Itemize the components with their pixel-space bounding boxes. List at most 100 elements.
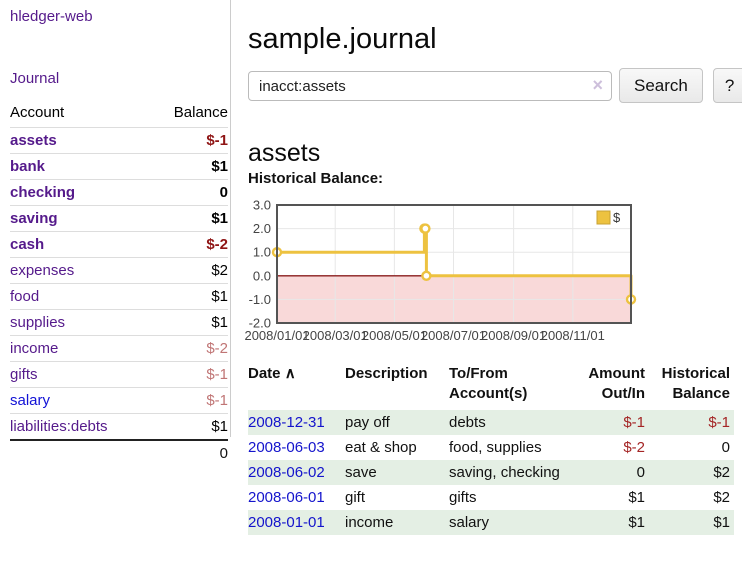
y-tick-label: -2.0 [249, 316, 271, 331]
account-link-assets[interactable]: assets [10, 132, 57, 149]
account-balance: $1 [211, 158, 228, 175]
sidebar-item-journal[interactable]: Journal [10, 70, 60, 87]
account-balance: 0 [219, 184, 228, 201]
account-row: salary $-1 [10, 387, 228, 414]
transaction-date-link[interactable]: 2008-06-03 [248, 439, 325, 456]
y-tick-label: 1.0 [253, 245, 271, 260]
search-input-wrapper: × [248, 71, 612, 101]
account-row: income $-2 [10, 335, 228, 362]
amount-column-header: Amount Out/In [588, 365, 645, 402]
account-link-income[interactable]: income [10, 340, 59, 357]
app-title-link[interactable]: hledger-web [10, 8, 93, 25]
balance-chart: $3.0 2.0 1.0 0.0 -1.0 -2.02008/01/012008/03/0… [244, 198, 637, 343]
transaction-accounts: gifts [449, 489, 477, 506]
account-row: saving $1 [10, 205, 228, 232]
account-balance: $-1 [206, 132, 228, 149]
transaction-row: 2008-12-31 pay off debts $-1 $-1 [248, 410, 734, 435]
transaction-date-link[interactable]: 2008-06-01 [248, 489, 325, 506]
account-balance: $1 [211, 314, 228, 331]
account-link-gifts[interactable]: gifts [10, 366, 38, 383]
transaction-balance: $2 [713, 489, 730, 506]
register-header-row: Date ∧ Description To/From Account(s) Am… [248, 362, 734, 410]
plot-border [276, 204, 632, 324]
transaction-accounts: debts [449, 414, 486, 431]
account-balance: $2 [211, 262, 228, 279]
search-button[interactable]: Search [619, 68, 703, 103]
transaction-balance: $1 [713, 514, 730, 531]
transaction-description: save [345, 464, 377, 481]
transaction-balance: $-1 [708, 414, 730, 431]
legend-label: $ [613, 210, 621, 225]
accounts-total-value: 0 [150, 439, 228, 466]
account-row: bank $1 [10, 153, 228, 180]
help-button[interactable]: ? [712, 68, 742, 103]
account-balance: $-2 [206, 236, 228, 253]
transaction-description: income [345, 514, 394, 531]
search-form: × Search ? [248, 68, 742, 103]
account-link-food[interactable]: food [10, 288, 40, 305]
y-tick-label: -1.0 [249, 292, 271, 307]
description-column-header: Description [345, 365, 428, 382]
accounts-total-row: 0 [10, 439, 228, 466]
account-row: expenses $2 [10, 257, 228, 284]
y-tick-label: 2.0 [253, 221, 271, 236]
transaction-balance: $2 [713, 464, 730, 481]
account-column-header: Account [10, 104, 65, 121]
account-link-supplies[interactable]: supplies [10, 314, 66, 331]
transaction-amount: $-2 [623, 439, 645, 456]
transaction-description: gift [345, 489, 366, 506]
accounts-table: Account Balance assets $-1 bank $1 checkin… [10, 100, 228, 466]
account-row: assets $-1 [10, 127, 228, 154]
account-link-cash[interactable]: cash [10, 236, 45, 253]
account-balance: $1 [211, 210, 228, 227]
transaction-date-link[interactable]: 2008-12-31 [248, 414, 325, 431]
account-link-bank[interactable]: bank [10, 158, 46, 175]
accounts-column-header: To/From Account(s) [449, 365, 528, 402]
transaction-accounts: salary [449, 514, 490, 531]
transaction-amount: $1 [628, 489, 645, 506]
account-balance: $-2 [206, 340, 228, 357]
sort-ascending-icon[interactable]: ∧ [284, 365, 296, 382]
account-link-expenses[interactable]: expenses [10, 262, 75, 279]
transaction-balance: 0 [721, 439, 730, 456]
search-input[interactable] [248, 71, 612, 101]
y-tick-label: 3.0 [253, 198, 271, 213]
account-row: liabilities:debts $1 [10, 413, 228, 441]
transaction-date-link[interactable]: 2008-06-02 [248, 464, 325, 481]
transaction-row: 2008-01-01 income salary $1 $1 [248, 510, 734, 535]
transaction-row: 2008-06-02 save saving, checking 0 $2 [248, 460, 734, 485]
transaction-row: 2008-06-01 gift gifts $1 $2 [248, 485, 734, 510]
data-point-marker [420, 223, 431, 234]
transaction-description: pay off [345, 414, 390, 431]
account-balance: $-1 [206, 392, 228, 409]
account-row: supplies $1 [10, 309, 228, 336]
balance-column-header: Historical Balance [661, 365, 730, 402]
account-balance: $1 [211, 418, 228, 435]
clear-search-icon[interactable]: × [592, 75, 603, 95]
transaction-accounts: food, supplies [449, 439, 542, 456]
chart-caption: Historical Balance: [248, 170, 384, 187]
account-balance: $1 [211, 288, 228, 305]
account-link-checking[interactable]: checking [10, 184, 76, 201]
x-tick-label: 2008/01/01 [244, 328, 309, 343]
account-balance: $-1 [206, 366, 228, 383]
account-row: gifts $-1 [10, 361, 228, 388]
transaction-date-link[interactable]: 2008-01-01 [248, 514, 325, 531]
transaction-amount: $-1 [623, 414, 645, 431]
balance-column-header: Balance [173, 104, 228, 121]
sidebar: hledger-web Journal Account Balance asse… [0, 0, 231, 466]
page-title: sample.journal [248, 23, 437, 56]
account-link-liabilities-debts[interactable]: liabilities:debts [10, 418, 108, 435]
transaction-description: eat & shop [345, 439, 417, 456]
account-link-saving[interactable]: saving [10, 210, 58, 227]
transaction-row: 2008-06-03 eat & shop food, supplies $-2… [248, 435, 734, 460]
x-tick-label: 2008/07/01 [421, 328, 486, 343]
register-table: Date ∧ Description To/From Account(s) Am… [248, 362, 734, 535]
account-row: food $1 [10, 283, 228, 310]
account-link-salary[interactable]: salary [10, 392, 51, 409]
account-heading: assets [248, 138, 321, 167]
legend-swatch [596, 210, 611, 225]
accounts-header-row: Account Balance [10, 100, 228, 128]
date-column-header[interactable]: Date ∧ [248, 365, 296, 382]
transaction-accounts: saving, checking [449, 464, 560, 481]
